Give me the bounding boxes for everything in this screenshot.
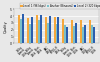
Bar [54,17,56,43]
Bar [31,17,33,43]
Bar [57,17,59,43]
Bar [71,20,73,43]
Bar [75,23,77,43]
Bar [73,26,75,43]
Bar [89,20,91,43]
Bar [62,19,64,43]
Bar [20,19,22,43]
Bar [64,25,66,43]
Bar [80,20,82,43]
Bar [47,23,49,43]
Bar [18,15,20,43]
Bar [38,20,40,43]
Bar [56,24,58,43]
Bar [36,15,38,43]
Bar [29,24,31,43]
Bar [82,27,84,43]
Bar [27,18,29,43]
Bar [49,16,50,43]
Bar [66,27,68,43]
Bar [45,17,47,43]
Bar [84,25,86,43]
Bar [40,15,42,43]
Bar [93,27,95,43]
Bar [91,25,93,43]
Legend: Level 1 (96 kbps), Anchor (Binaural), Level 2 (320 kbps): Level 1 (96 kbps), Anchor (Binaural), Le… [20,3,100,9]
Bar [22,14,24,43]
Y-axis label: Quality: Quality [4,20,8,33]
